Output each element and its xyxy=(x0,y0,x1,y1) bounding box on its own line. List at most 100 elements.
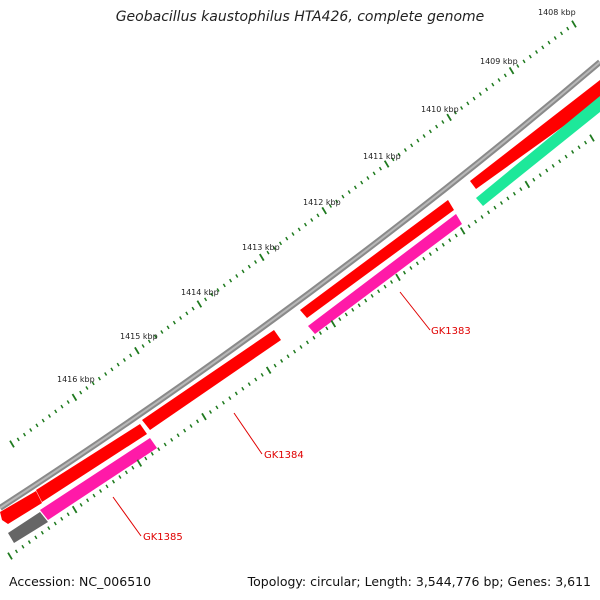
cds-feature-pink[interactable] xyxy=(40,438,157,520)
gene-labels: GK1383 GK1384 GK1385 xyxy=(143,326,471,543)
scale-tick xyxy=(189,424,193,428)
scale-tick xyxy=(235,274,239,278)
scale-tick xyxy=(160,330,164,334)
scale-tick xyxy=(131,465,135,470)
scale-tick xyxy=(280,359,284,363)
scale-tick xyxy=(415,261,419,266)
scale-tick xyxy=(338,317,342,322)
scale-tick xyxy=(497,78,501,82)
scale-tick xyxy=(566,26,570,31)
scale-tick xyxy=(328,204,333,208)
scale-tick xyxy=(29,428,33,432)
genome-summary: Topology: circular; Length: 3,544,776 bp… xyxy=(247,574,591,589)
scale-tick xyxy=(141,344,145,348)
leader-gk1384 xyxy=(233,412,263,455)
scale-tick xyxy=(372,171,376,176)
scale-tick xyxy=(183,428,187,433)
scale-tick xyxy=(353,185,357,190)
scale-tick xyxy=(122,358,126,362)
scale-tick xyxy=(532,177,536,182)
scale-tick xyxy=(297,227,301,232)
scale-tick xyxy=(558,159,562,164)
scale-tick xyxy=(111,479,116,484)
scale-tick xyxy=(247,264,251,269)
scale-tick xyxy=(150,451,154,456)
scale-tick xyxy=(27,540,31,544)
scale-tick xyxy=(312,335,316,340)
scale-tick xyxy=(503,73,507,78)
scale-tick xyxy=(344,312,348,317)
scale-label: 1409 kbp xyxy=(480,57,518,66)
scale-tick xyxy=(330,320,337,328)
scale-tick xyxy=(110,367,114,372)
scale-tick xyxy=(299,345,303,349)
scale-tick xyxy=(459,227,466,235)
scale-tick xyxy=(285,236,289,241)
gene-arrow[interactable] xyxy=(142,330,281,430)
gene-arrow[interactable] xyxy=(470,80,600,189)
scale-tick xyxy=(210,292,214,297)
scale-tick xyxy=(228,396,232,400)
tick-layer xyxy=(7,20,595,560)
scale-tick xyxy=(441,120,445,124)
scale-tick xyxy=(377,289,381,294)
scale-tick xyxy=(383,284,387,289)
scale-tick xyxy=(410,143,414,148)
scale-tick xyxy=(54,409,58,414)
cds-feature-green[interactable] xyxy=(476,96,600,206)
cds-feature-gray[interactable] xyxy=(8,512,48,543)
scale-tick xyxy=(215,405,219,410)
gene-arrow[interactable] xyxy=(300,200,454,318)
scale-tick xyxy=(35,423,39,428)
scale-tick xyxy=(446,113,452,122)
scale-tick xyxy=(516,64,520,68)
scale-tick xyxy=(508,66,515,75)
gene-label-gk1383[interactable]: GK1383 xyxy=(431,326,471,337)
scale-tick xyxy=(21,544,25,549)
scale-label: 1415 kbp xyxy=(120,332,158,341)
scale-tick xyxy=(409,266,413,270)
scale-tick xyxy=(448,238,452,243)
scale-tick xyxy=(454,233,458,238)
scale-tick xyxy=(185,311,189,316)
scale-tick xyxy=(366,176,370,180)
scale-tick xyxy=(136,459,143,467)
scale-tick xyxy=(577,145,581,150)
scale-tick xyxy=(241,269,245,274)
scale-tick xyxy=(435,247,439,252)
scale-tick xyxy=(91,381,95,386)
scale-tick xyxy=(571,150,575,154)
scale-label: 1408 kbp xyxy=(538,8,576,17)
scale-tick xyxy=(286,354,290,359)
scale-tick xyxy=(66,512,70,517)
gene-label-gk1384[interactable]: GK1384 xyxy=(264,450,304,461)
scale-tick xyxy=(266,250,270,255)
scale-tick xyxy=(241,386,245,391)
scale-tick xyxy=(493,205,497,210)
gene-arrow[interactable] xyxy=(0,491,42,524)
scale-tick xyxy=(104,372,108,376)
scale-labels: 1408 kbp 1409 kbp 1410 kbp 1411 kbp 1412… xyxy=(57,8,576,384)
scale-tick xyxy=(157,447,161,452)
genome-backbone-highlight xyxy=(0,61,600,509)
gene-arrow[interactable] xyxy=(36,424,147,502)
scale-tick xyxy=(22,432,27,437)
scale-tick xyxy=(416,138,420,143)
scale-tick xyxy=(7,552,13,560)
scale-tick xyxy=(541,45,545,50)
scale-tick xyxy=(92,493,96,498)
cds-feature-pink[interactable] xyxy=(308,214,462,334)
scale-tick xyxy=(357,303,361,308)
scale-tick xyxy=(216,288,220,292)
scale-tick xyxy=(485,87,489,92)
scale-tick xyxy=(176,433,180,438)
scale-tick xyxy=(79,390,83,395)
scale-tick xyxy=(428,129,432,134)
scale-tick xyxy=(208,410,213,414)
scale-tick xyxy=(378,166,382,171)
scale-tick xyxy=(571,20,577,28)
gene-label-gk1385[interactable]: GK1385 xyxy=(143,532,183,543)
scale-tick xyxy=(144,456,148,461)
scale-tick xyxy=(260,372,264,377)
scale-tick xyxy=(85,386,89,390)
